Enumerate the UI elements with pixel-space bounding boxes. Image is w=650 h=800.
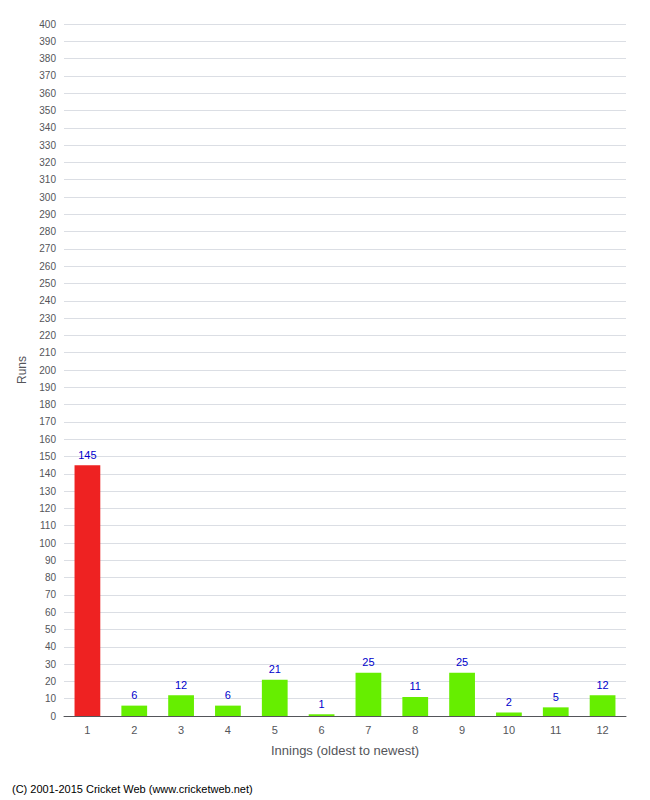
svg-text:1: 1 [84, 724, 90, 736]
svg-text:330: 330 [39, 140, 56, 151]
svg-text:370: 370 [39, 70, 56, 81]
svg-text:(C) 2001-2015 Cricket Web (www: (C) 2001-2015 Cricket Web (www.cricketwe… [12, 783, 253, 795]
svg-text:280: 280 [39, 226, 56, 237]
svg-text:210: 210 [39, 347, 56, 358]
svg-text:160: 160 [39, 434, 56, 445]
svg-text:5: 5 [553, 691, 559, 703]
svg-text:240: 240 [39, 295, 56, 306]
svg-text:6: 6 [319, 724, 325, 736]
svg-text:20: 20 [45, 676, 57, 687]
svg-text:Runs: Runs [15, 356, 29, 384]
svg-text:180: 180 [39, 399, 56, 410]
svg-text:220: 220 [39, 330, 56, 341]
svg-text:12: 12 [596, 724, 608, 736]
svg-text:5: 5 [272, 724, 278, 736]
svg-text:40: 40 [45, 641, 57, 652]
svg-text:12: 12 [596, 679, 608, 691]
svg-text:50: 50 [45, 624, 57, 635]
svg-text:90: 90 [45, 555, 57, 566]
svg-text:10: 10 [503, 724, 515, 736]
svg-text:30: 30 [45, 659, 57, 670]
svg-text:150: 150 [39, 451, 56, 462]
svg-text:340: 340 [39, 122, 56, 133]
svg-text:0: 0 [50, 711, 56, 722]
svg-text:170: 170 [39, 416, 56, 427]
svg-text:130: 130 [39, 486, 56, 497]
svg-text:25: 25 [362, 656, 374, 668]
svg-text:120: 120 [39, 503, 56, 514]
svg-text:290: 290 [39, 209, 56, 220]
svg-text:3: 3 [178, 724, 184, 736]
svg-text:6: 6 [225, 689, 231, 701]
svg-text:8: 8 [412, 724, 418, 736]
svg-text:11: 11 [550, 724, 561, 736]
svg-text:300: 300 [39, 192, 56, 203]
svg-text:12: 12 [175, 679, 187, 691]
svg-text:25: 25 [456, 656, 468, 668]
svg-text:2: 2 [131, 724, 137, 736]
svg-text:60: 60 [45, 607, 57, 618]
svg-text:1: 1 [319, 698, 325, 710]
svg-text:6: 6 [131, 689, 137, 701]
svg-text:360: 360 [39, 88, 56, 99]
svg-text:21: 21 [269, 663, 281, 675]
svg-text:110: 110 [40, 520, 56, 531]
svg-text:380: 380 [39, 53, 56, 64]
svg-text:10: 10 [45, 693, 57, 704]
svg-text:190: 190 [39, 382, 56, 393]
svg-text:2: 2 [506, 696, 512, 708]
svg-text:7: 7 [365, 724, 371, 736]
svg-text:260: 260 [39, 261, 56, 272]
svg-text:9: 9 [459, 724, 465, 736]
svg-text:80: 80 [45, 572, 57, 583]
svg-text:350: 350 [39, 105, 56, 116]
svg-text:250: 250 [39, 278, 56, 289]
svg-text:390: 390 [39, 36, 56, 47]
svg-text:320: 320 [39, 157, 56, 168]
svg-text:230: 230 [39, 313, 56, 324]
svg-text:140: 140 [39, 468, 56, 479]
svg-text:100: 100 [39, 538, 56, 549]
svg-text:200: 200 [39, 365, 56, 376]
svg-text:270: 270 [39, 243, 56, 254]
svg-text:400: 400 [39, 19, 56, 30]
svg-text:Innings (oldest to newest): Innings (oldest to newest) [271, 743, 419, 758]
svg-text:11: 11 [410, 680, 421, 692]
svg-text:145: 145 [78, 449, 96, 461]
svg-text:310: 310 [39, 174, 56, 185]
svg-text:4: 4 [225, 724, 231, 736]
svg-text:70: 70 [45, 589, 57, 600]
